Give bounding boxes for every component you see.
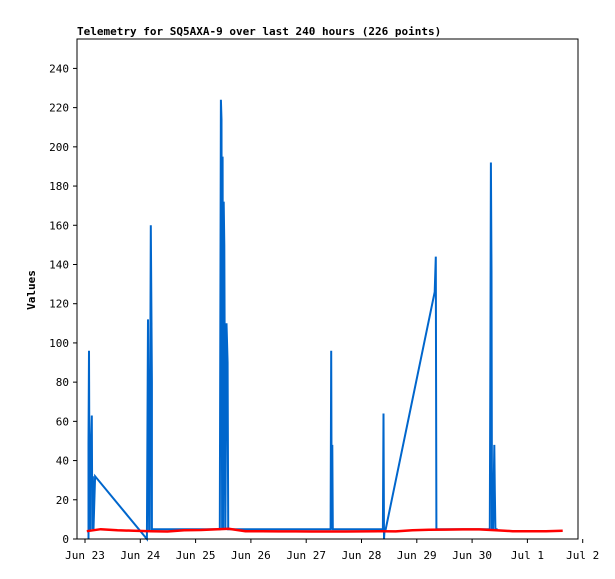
y-tick-label: 0: [62, 533, 69, 546]
y-tick-label: 240: [49, 62, 69, 75]
y-tick-label: 40: [56, 455, 69, 468]
x-tick-label: Jun 30: [452, 549, 492, 562]
y-axis-label: Values: [25, 270, 38, 310]
y-tick-label: 100: [49, 337, 69, 350]
y-tick-label: 200: [49, 141, 69, 154]
x-tick-label: Jul 1: [511, 549, 544, 562]
y-axis-ticks: 0 20 40 60 80 100 120 140 160 180 200 220 240: [49, 62, 77, 546]
x-tick-label: Jun 25: [176, 549, 216, 562]
y-tick-label: 160: [49, 219, 69, 232]
x-tick-label: Jun 28: [342, 549, 382, 562]
x-tick-label: Jun 24: [120, 549, 160, 562]
y-tick-label: 140: [49, 258, 69, 271]
y-tick-label: 80: [56, 376, 69, 389]
series-line-1: [86, 527, 563, 533]
y-tick-label: 120: [49, 298, 69, 311]
series-layer: [86, 99, 563, 542]
x-tick-label: Jun 23: [65, 549, 105, 562]
x-axis-ticks: Jun 23 Jun 24 Jun 25 Jun 26 Jun 27 Jun 28 Jun …: [65, 539, 599, 562]
x-tick-label: Jun 26: [231, 549, 271, 562]
y-tick-label: 20: [56, 494, 69, 507]
x-tick-label: Jun 29: [397, 549, 437, 562]
x-tick-label: Jul 2: [566, 549, 599, 562]
series-line-0: [87, 99, 498, 542]
x-tick-label: Jun 27: [286, 549, 326, 562]
y-tick-label: 180: [49, 180, 69, 193]
y-tick-label: 220: [49, 102, 69, 115]
chart-title: Telemetry for SQ5AXA-9 over last 240 hou…: [77, 25, 441, 38]
y-tick-label: 60: [56, 415, 69, 428]
